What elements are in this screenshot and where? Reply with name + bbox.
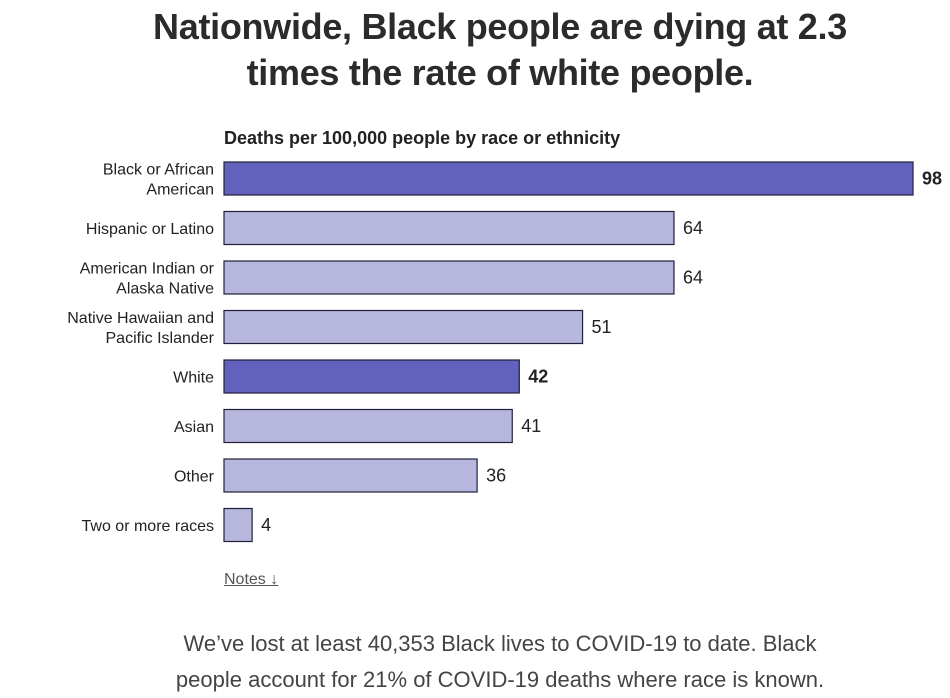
headline-line-1: Nationwide, Black people are dying at 2.… <box>153 6 847 47</box>
bar-4 <box>223 359 520 394</box>
summary-text: We’ve lost at least 40,353 Black lives t… <box>0 626 950 698</box>
notes-link[interactable]: Notes ↓ <box>224 571 279 588</box>
category-label-0: Black or African American <box>103 162 214 199</box>
category-label-4: White <box>173 370 214 387</box>
category-label-5: Asian <box>174 419 214 436</box>
summary-line-2: people account for 21% of COVID-19 death… <box>175 667 825 692</box>
bar-7 <box>223 507 253 543</box>
bar-3 <box>223 309 584 345</box>
category-label-3: Native Hawaiian and Pacific Islander <box>67 310 214 347</box>
value-label-3: 51 <box>592 317 612 337</box>
value-label-0: 98 <box>922 169 942 189</box>
deaths-by-race-bar-chart: 98 Black or African American 64 Hispanic or … <box>67 161 942 543</box>
category-label-2: American Indian or Alaska Native <box>80 261 215 298</box>
category-label-7: Two or more races <box>82 518 214 535</box>
summary-line-1: We’ve lost at least 40,353 Black lives t… <box>183 631 817 656</box>
chart-title: Deaths per 100,000 people by race or eth… <box>224 128 621 148</box>
bar-2 <box>223 260 675 295</box>
value-label-2: 64 <box>683 268 703 288</box>
value-label-7: 4 <box>261 515 271 535</box>
category-label-6: Other <box>174 469 215 486</box>
bar-1 <box>223 210 675 246</box>
value-label-1: 64 <box>683 218 703 238</box>
headline: Nationwide, Black people are dying at 2.… <box>0 4 950 96</box>
value-label-5: 41 <box>521 416 541 436</box>
bar-6 <box>223 458 478 493</box>
category-label-1: Hispanic or Latino <box>86 221 214 238</box>
value-label-4: 42 <box>528 367 548 387</box>
value-label-6: 36 <box>486 466 506 486</box>
bar-5 <box>223 408 513 444</box>
bar-0 <box>223 161 914 196</box>
headline-line-2: times the rate of white people. <box>246 52 754 93</box>
